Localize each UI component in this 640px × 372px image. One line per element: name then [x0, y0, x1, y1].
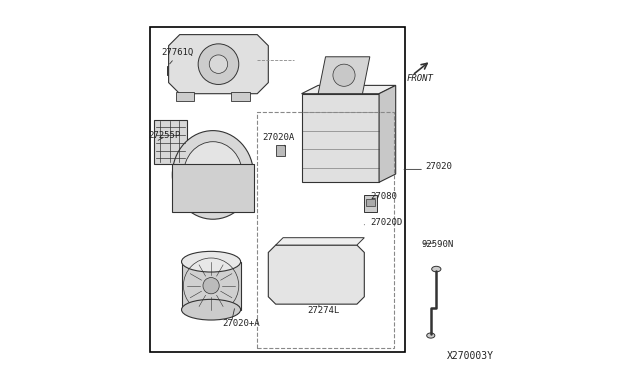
Polygon shape [154, 119, 187, 164]
Bar [176, 92, 195, 101]
Text: 27255P: 27255P [148, 131, 180, 140]
Bar [167, 66, 182, 75]
Bar [150, 27, 405, 352]
Polygon shape [318, 57, 370, 94]
Bar [366, 199, 376, 206]
Ellipse shape [182, 299, 241, 320]
Text: 92590N: 92590N [422, 240, 454, 249]
Polygon shape [168, 35, 268, 94]
Polygon shape [276, 238, 364, 245]
Bar [364, 195, 377, 212]
Bar [170, 61, 178, 66]
Polygon shape [268, 245, 364, 304]
Circle shape [198, 44, 239, 84]
Ellipse shape [432, 266, 441, 272]
Polygon shape [301, 94, 379, 182]
Bar [182, 262, 241, 310]
Bar [232, 92, 250, 101]
Polygon shape [379, 86, 396, 182]
Text: 27020: 27020 [425, 163, 452, 171]
Text: 27761Q: 27761Q [161, 48, 193, 57]
Text: 27020+A: 27020+A [222, 319, 260, 328]
Bar [276, 145, 285, 157]
Ellipse shape [182, 251, 241, 272]
Ellipse shape [184, 142, 243, 208]
Text: 27080: 27080 [370, 192, 397, 201]
Text: X270003Y: X270003Y [447, 352, 493, 361]
Ellipse shape [427, 333, 435, 338]
Text: FRONT: FRONT [407, 74, 434, 83]
Circle shape [333, 64, 355, 86]
Circle shape [209, 55, 228, 73]
Polygon shape [301, 86, 396, 94]
Text: 27020A: 27020A [263, 133, 295, 142]
Text: 27020D: 27020D [370, 218, 402, 227]
Text: 27274L: 27274L [307, 307, 339, 315]
Bar [172, 164, 253, 212]
Ellipse shape [172, 131, 253, 219]
Circle shape [203, 278, 220, 294]
Bar [257, 112, 394, 349]
